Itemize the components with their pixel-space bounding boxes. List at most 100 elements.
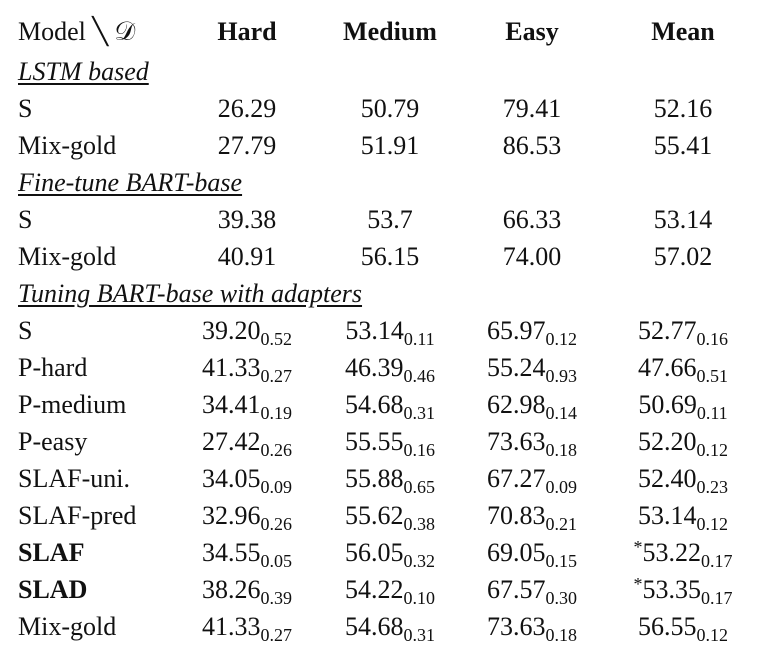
cell: 47.660.51 xyxy=(638,353,729,386)
cell-value: 67.57 xyxy=(487,575,546,604)
cell-value: 56.15 xyxy=(360,242,420,271)
cell: 27.79 xyxy=(218,131,277,161)
std-dev: 0.30 xyxy=(545,588,578,608)
significance-mark: * xyxy=(633,574,643,594)
cell-value: 70.83 xyxy=(487,501,546,530)
cell-value: 57.02 xyxy=(653,242,713,271)
row-label: SLAD xyxy=(18,575,88,604)
std-dev: 0.18 xyxy=(545,625,578,645)
std-dev: 0.32 xyxy=(403,551,436,571)
cell: 26.29 xyxy=(218,94,277,124)
cell-value: 56.55 xyxy=(638,612,697,641)
cell: 40.91 xyxy=(218,242,277,272)
cell: 51.91 xyxy=(361,131,420,161)
header-cell: Model ╲ 𝒟 xyxy=(18,17,136,46)
significance-mark: * xyxy=(633,537,643,557)
cell: 57.02 xyxy=(654,242,713,272)
std-dev: 0.11 xyxy=(696,403,728,423)
cell-value: 39.38 xyxy=(217,205,277,234)
cell-value: 55.55 xyxy=(345,427,404,456)
cell: 52.400.23 xyxy=(638,464,729,497)
cell-value: 41.33 xyxy=(202,353,261,382)
cell-value: 79.41 xyxy=(502,94,562,123)
row-label: P-hard xyxy=(18,353,88,382)
cell: 74.00 xyxy=(503,242,562,272)
cell-value: 55.24 xyxy=(487,353,546,382)
row-label: S xyxy=(18,316,33,345)
cell: 52.16 xyxy=(654,94,713,124)
std-dev: 0.65 xyxy=(403,477,436,497)
cell: 34.550.05 xyxy=(202,538,292,570)
cell-value: 53.14 xyxy=(638,501,697,530)
cell-value: 52.40 xyxy=(638,464,697,493)
row-label: Mix-gold xyxy=(18,612,117,641)
row-label: SLAF xyxy=(18,538,85,567)
std-dev: 0.09 xyxy=(545,477,578,497)
cell: 67.570.30 xyxy=(487,575,578,608)
cell: 86.53 xyxy=(503,131,562,161)
header-cell: Easy xyxy=(505,17,559,46)
std-dev: 0.17 xyxy=(701,551,733,571)
cell-value: 73.63 xyxy=(487,427,546,456)
cell-value: 34.55 xyxy=(202,538,261,567)
cell: 52.200.12 xyxy=(638,427,728,459)
cell-value: 27.42 xyxy=(202,427,261,456)
cell: 27.420.26 xyxy=(202,427,293,460)
cell-value: 34.41 xyxy=(202,390,261,419)
cell: 50.690.11 xyxy=(638,390,728,423)
cell-value: 41.33 xyxy=(202,612,261,641)
std-dev: 0.18 xyxy=(545,440,578,460)
std-dev: 0.16 xyxy=(696,329,729,349)
row-label: Mix-gold xyxy=(18,131,117,160)
cell: 55.880.65 xyxy=(345,464,436,497)
header-cell: Medium xyxy=(343,17,437,46)
cell-value: 53.35 xyxy=(642,575,702,604)
row-label: SLAF-uni. xyxy=(18,464,130,493)
std-dev: 0.31 xyxy=(403,625,436,645)
cell: 32.960.26 xyxy=(202,501,292,533)
cell-value: 52.20 xyxy=(638,427,697,456)
std-dev: 0.26 xyxy=(260,440,293,460)
cell: 39.38 xyxy=(218,205,277,235)
cell: *53.350.17 xyxy=(633,574,733,607)
row-label: P-easy xyxy=(18,427,88,456)
std-dev: 0.27 xyxy=(260,366,293,386)
rule xyxy=(0,5,762,7)
std-dev: 0.16 xyxy=(403,440,436,460)
cell-value: 86.53 xyxy=(502,131,562,160)
std-dev: 0.19 xyxy=(260,403,293,423)
cell-value: 62.98 xyxy=(487,390,546,419)
cell-value: 53.7 xyxy=(367,205,413,234)
std-dev: 0.23 xyxy=(696,477,729,497)
cell: 50.79 xyxy=(361,94,420,124)
cell-value: 50.69 xyxy=(638,390,697,419)
std-dev: 0.31 xyxy=(403,403,436,423)
std-dev: 0.51 xyxy=(696,366,729,386)
section-title: Tuning BART-base with adapters xyxy=(18,279,363,308)
cell-value: 53.14 xyxy=(345,316,404,345)
cell-value: 46.39 xyxy=(345,353,404,382)
section-title: LSTM based xyxy=(18,57,149,86)
cell: 66.33 xyxy=(503,205,562,235)
cell: 79.41 xyxy=(503,94,562,124)
cell-value: 52.16 xyxy=(653,94,713,123)
cell: *53.220.17 xyxy=(633,537,733,571)
cell-value: 26.29 xyxy=(217,94,277,123)
row-label: Mix-gold xyxy=(18,242,117,271)
row-label: S xyxy=(18,94,33,123)
cell-value: 51.91 xyxy=(360,131,420,160)
cell-value: 73.63 xyxy=(487,612,546,641)
results-table: Model ╲ 𝒟 Hard Medium Easy Mean LSTM based S 26… xyxy=(0,0,762,644)
std-dev: 0.46 xyxy=(403,366,436,386)
cell-value: 40.91 xyxy=(217,242,277,271)
std-dev: 0.12 xyxy=(696,625,729,645)
cell: 70.830.21 xyxy=(487,501,577,533)
header-cell: Mean xyxy=(651,17,715,46)
cell-value: 55.88 xyxy=(345,464,404,493)
cell-value: 69.05 xyxy=(487,538,546,567)
std-dev: 0.12 xyxy=(545,329,578,349)
section-title: Fine-tune BART-base xyxy=(18,168,243,197)
cell: 55.620.38 xyxy=(345,501,435,533)
cell: 53.7 xyxy=(367,205,413,235)
